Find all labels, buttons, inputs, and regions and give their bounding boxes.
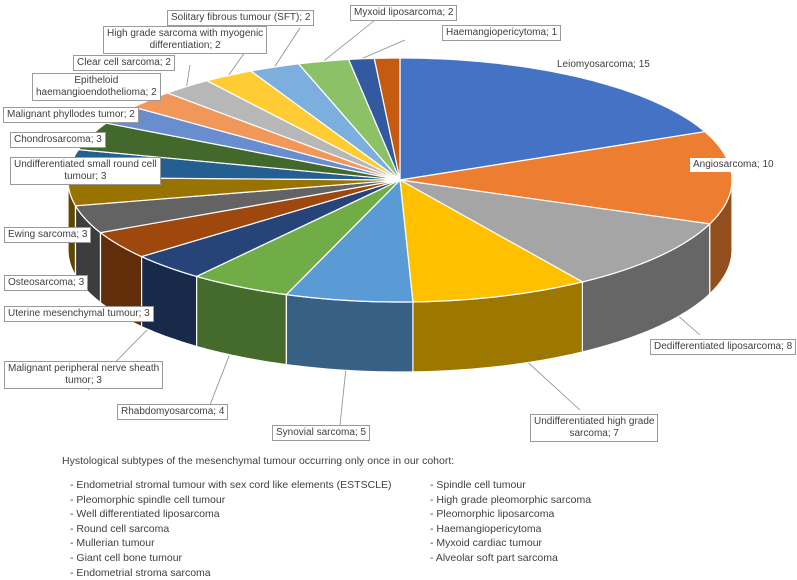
label-haemangiopericytoma: Haemangiopericytoma; 1 — [442, 25, 561, 41]
label-high-grade-sarcoma-myogenic: High grade sarcoma with myogenic differe… — [103, 26, 267, 54]
note-item: - Pleomorphic liposarcoma — [430, 507, 591, 522]
note-item: - Round cell sarcoma — [70, 522, 392, 537]
label-undifferentiated-high-grade-sarcoma: Undifferentiated high grade sarcoma; 7 — [530, 414, 658, 442]
note-item: - Alveolar soft part sarcoma — [430, 551, 591, 566]
label-line-2: tumor; 3 — [8, 375, 159, 387]
label-myxoid-liposarcoma: Myxoid liposarcoma; 2 — [350, 5, 457, 21]
label-angiosarcoma: Angiosarcoma; 10 — [690, 158, 777, 172]
label-line-1: Epitheloid — [36, 75, 157, 87]
label-leiomyosarcoma: Leiomyosarcoma; 15 — [554, 58, 653, 72]
note-item: - Endometrial stromal tumour with sex co… — [70, 478, 392, 493]
label-chondrosarcoma: Chondrosarcoma; 3 — [10, 132, 106, 148]
label-epitheloid-haemangioendothelioma: Epitheloid haemangioendothelioma; 2 — [32, 73, 161, 101]
notes-title: Hystological subtypes of the mesenchymal… — [62, 455, 454, 467]
label-line-2: haemangioendothelioma; 2 — [36, 87, 157, 99]
note-item: - Pleomorphic spindle cell tumour — [70, 493, 392, 508]
label-osteosarcoma: Osteosarcoma; 3 — [4, 275, 88, 291]
note-item: - Spindle cell tumour — [430, 478, 591, 493]
label-line-1: Undifferentiated high grade — [534, 416, 654, 428]
note-item: - Endometrial stroma sarcoma — [70, 566, 392, 580]
note-item: - Giant cell bone tumour — [70, 551, 392, 566]
label-uterine-mesenchymal-tumour: Uterine mesenchymal tumour; 3 — [4, 306, 154, 322]
notes-right-column: - Spindle cell tumour - High grade pleom… — [430, 478, 591, 566]
label-undifferentiated-small-round-cell-tumour: Undifferentiated small round cell tumour… — [10, 157, 161, 185]
leader-line-clear-cell-sarcoma — [187, 65, 190, 87]
note-item: - Myxoid cardiac tumour — [430, 536, 591, 551]
note-item: - Mullerian tumour — [70, 536, 392, 551]
leader-line-solitary-fibrous-tumour-sft — [274, 28, 300, 67]
label-line-2: sarcoma; 7 — [534, 428, 654, 440]
label-rhabdomyosarcoma: Rhabdomyosarcoma; 4 — [117, 404, 228, 420]
label-line-1: High grade sarcoma with myogenic — [107, 28, 263, 40]
label-malignant-phyllodes-tumor: Malignant phyllodes tumor; 2 — [3, 107, 139, 123]
leader-line-haemangiopericytoma — [362, 40, 406, 59]
label-mpnst: Malignant peripheral nerve sheath tumor;… — [4, 361, 163, 389]
notes-left-column: - Endometrial stromal tumour with sex co… — [70, 478, 392, 580]
note-item: - High grade pleomorphic sarcoma — [430, 493, 591, 508]
leader-line-myxoid-liposarcoma — [323, 20, 375, 61]
note-item: - Well differentiated liposarcoma — [70, 507, 392, 522]
slice-side-synovial-sarcoma — [286, 295, 413, 372]
leader-line-high-grade-sarcoma-with-myogenic-differentiation — [229, 52, 246, 76]
label-line-2: differentiation; 2 — [107, 40, 263, 52]
label-ewing-sarcoma: Ewing sarcoma; 3 — [4, 227, 91, 243]
label-line-1: Malignant peripheral nerve sheath — [8, 363, 159, 375]
label-line-1: Undifferentiated small round cell — [14, 159, 157, 171]
pie-slices — [68, 58, 732, 372]
note-item: - Haemangiopericytoma — [430, 522, 591, 537]
label-solitary-fibrous-tumour: Solitary fibrous tumour (SFT); 2 — [167, 10, 314, 26]
label-line-2: tumour; 3 — [14, 171, 157, 183]
label-dedifferentiated-liposarcoma: Dedifferentiated liposarcoma; 8 — [650, 339, 796, 355]
label-synovial-sarcoma: Synovial sarcoma; 5 — [272, 425, 370, 441]
label-clear-cell-sarcoma: Clear cell sarcoma; 2 — [73, 55, 175, 71]
